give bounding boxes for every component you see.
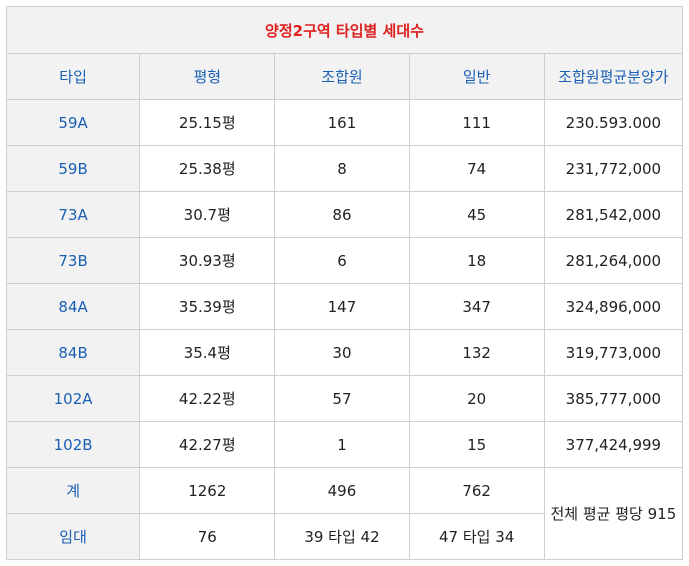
area-cell: 42.27평 (139, 421, 276, 468)
units-by-type-table-container: 양정2구역 타입별 세대수 타입 평형 조합원 일반 조합원평균분양가 59A … (5, 6, 684, 560)
header-general: 일반 (408, 53, 545, 100)
general-cell: 20 (408, 375, 545, 422)
area-cell: 25.15평 (139, 99, 276, 146)
rental-type-b-cell: 47 타입 34 (408, 513, 545, 560)
price-cell: 385,777,000 (543, 375, 684, 422)
general-cell: 111 (408, 99, 545, 146)
table-row: 102A 42.22평 57 20 385,777,000 (5, 375, 684, 422)
rental-label: 임대 (5, 513, 141, 560)
table-row: 73A 30.7평 86 45 281,542,000 (5, 191, 684, 238)
table-row: 73B 30.93평 6 18 281,264,000 (5, 237, 684, 284)
total-general-cell: 762 (408, 467, 545, 514)
header-area: 평형 (139, 53, 276, 100)
members-cell: 147 (274, 283, 410, 330)
general-cell: 45 (408, 191, 545, 238)
type-cell: 59B (5, 145, 141, 192)
header-member-avg-price: 조합원평균분양가 (543, 53, 684, 100)
type-cell: 59A (5, 99, 141, 146)
price-cell: 231,772,000 (543, 145, 684, 192)
type-cell: 102A (5, 375, 141, 422)
members-cell: 8 (274, 145, 410, 192)
general-cell: 347 (408, 283, 545, 330)
total-label: 계 (5, 467, 141, 514)
members-cell: 1 (274, 421, 410, 468)
table-row: 59A 25.15평 161 111 230.593.000 (5, 99, 684, 146)
table-row: 102B 42.27평 1 15 377,424,999 (5, 421, 684, 468)
type-cell: 102B (5, 421, 141, 468)
rental-type-a-cell: 39 타입 42 (274, 513, 410, 560)
total-area-cell: 1262 (139, 467, 276, 514)
table-header-row: 타입 평형 조합원 일반 조합원평균분양가 (5, 53, 684, 100)
members-cell: 86 (274, 191, 410, 238)
area-cell: 42.22평 (139, 375, 276, 422)
total-members-cell: 496 (274, 467, 410, 514)
rental-row: 임대 76 39 타입 42 47 타입 34 (5, 513, 683, 560)
price-cell: 230.593.000 (543, 99, 684, 146)
price-cell: 324,896,000 (543, 283, 684, 330)
type-cell: 84A (5, 283, 141, 330)
members-cell: 161 (274, 99, 410, 146)
header-members: 조합원 (274, 53, 410, 100)
price-cell: 281,542,000 (543, 191, 684, 238)
general-cell: 18 (408, 237, 545, 284)
type-cell: 73A (5, 191, 141, 238)
area-cell: 25.38평 (139, 145, 276, 192)
total-row: 계 1262 496 762 전체 평균 평당 915 (5, 467, 684, 560)
overall-average-note: 전체 평균 평당 915 (543, 467, 684, 560)
members-cell: 6 (274, 237, 410, 284)
area-cell: 35.39평 (139, 283, 276, 330)
area-cell: 35.4평 (139, 329, 276, 376)
price-cell: 377,424,999 (543, 421, 684, 468)
table-title-row: 양정2구역 타입별 세대수 (6, 6, 683, 54)
table-row: 84A 35.39평 147 347 324,896,000 (5, 283, 684, 330)
header-type: 타입 (5, 53, 141, 100)
type-cell: 84B (5, 329, 141, 376)
price-cell: 319,773,000 (543, 329, 684, 376)
type-cell: 73B (5, 237, 141, 284)
table-row: 84B 35.4평 30 132 319,773,000 (5, 329, 684, 376)
general-cell: 15 (408, 421, 545, 468)
area-cell: 30.7평 (139, 191, 276, 238)
units-by-type-table: 양정2구역 타입별 세대수 타입 평형 조합원 일반 조합원평균분양가 59A … (5, 6, 684, 560)
area-cell: 30.93평 (139, 237, 276, 284)
members-cell: 57 (274, 375, 410, 422)
price-cell: 281,264,000 (543, 237, 684, 284)
table-row: 59B 25.38평 8 74 231,772,000 (5, 145, 684, 192)
general-cell: 132 (408, 329, 545, 376)
rental-total-cell: 76 (139, 513, 276, 560)
general-cell: 74 (408, 145, 545, 192)
members-cell: 30 (274, 329, 410, 376)
table-title: 양정2구역 타입별 세대수 (6, 6, 683, 54)
